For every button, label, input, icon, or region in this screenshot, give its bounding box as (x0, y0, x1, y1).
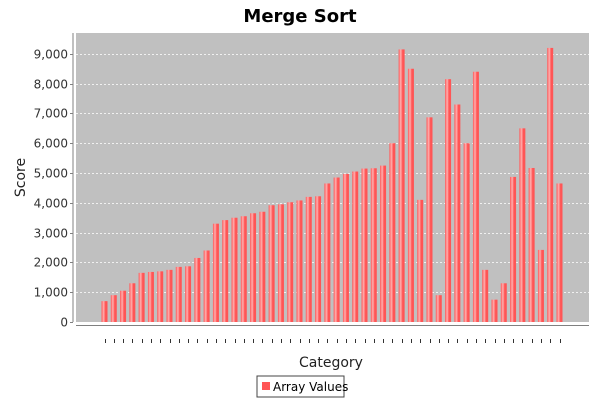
bar (138, 272, 145, 322)
bar (398, 49, 405, 322)
bar (324, 183, 331, 322)
bar (556, 183, 563, 322)
bar (222, 220, 229, 322)
x-axis-label: Category (299, 355, 363, 371)
bar (491, 299, 498, 322)
bar (472, 71, 479, 322)
bar (417, 199, 424, 322)
legend-swatch (262, 382, 270, 390)
bar (389, 143, 396, 322)
bar (454, 104, 461, 322)
bar (231, 217, 238, 322)
y-tick-label: 9,000 (34, 48, 68, 62)
bar (510, 176, 517, 322)
bar (240, 216, 247, 322)
bar (268, 205, 275, 322)
y-axis: 0 1,000 2,000 3,000 4,000 5,000 6,000 7,000 8,00… (34, 33, 74, 330)
bar (101, 301, 108, 322)
bar (185, 266, 192, 322)
bar (305, 196, 312, 322)
bar (380, 165, 387, 322)
bar (519, 128, 526, 322)
y-tick-label: 7,000 (34, 107, 68, 121)
y-tick-label: 5,000 (34, 167, 68, 181)
bar (463, 143, 470, 322)
legend-label: Array Values (273, 380, 348, 394)
bar (120, 290, 127, 322)
y-tick-label: 0 (60, 316, 68, 330)
legend: Array Values (256, 375, 348, 398)
bar (259, 211, 266, 322)
bar (250, 213, 257, 322)
bar (528, 167, 535, 322)
y-tick-label: 4,000 (34, 197, 68, 211)
legend-box (256, 375, 345, 398)
bar (537, 249, 544, 322)
y-axis-label: Score (13, 158, 29, 197)
bar (147, 271, 154, 322)
bar (435, 295, 442, 322)
bar (426, 117, 433, 322)
bar (370, 168, 377, 322)
bar (203, 250, 210, 322)
bar (110, 295, 117, 322)
bar (277, 204, 284, 322)
bar (342, 173, 349, 322)
x-axis (76, 325, 589, 343)
bar (482, 269, 489, 322)
y-tick-label: 1,000 (34, 286, 68, 300)
bar (194, 257, 201, 322)
bar (296, 200, 303, 322)
bars (101, 47, 563, 323)
bar (129, 283, 136, 322)
y-tick-label: 8,000 (34, 78, 68, 92)
bar (212, 223, 219, 322)
bar (352, 171, 359, 322)
bar (315, 196, 322, 322)
bar (175, 266, 182, 322)
bar (157, 271, 164, 322)
y-tick-label: 6,000 (34, 137, 68, 151)
bar (287, 202, 294, 322)
bar (333, 177, 340, 322)
chart-title: Merge Sort (243, 6, 357, 27)
bar (166, 269, 173, 322)
y-tick-label: 2,000 (34, 256, 68, 270)
bar (500, 283, 507, 322)
bar (445, 79, 452, 323)
bar (547, 47, 554, 323)
bar (361, 168, 368, 322)
y-tick-label: 3,000 (34, 227, 68, 241)
bar (407, 68, 414, 322)
